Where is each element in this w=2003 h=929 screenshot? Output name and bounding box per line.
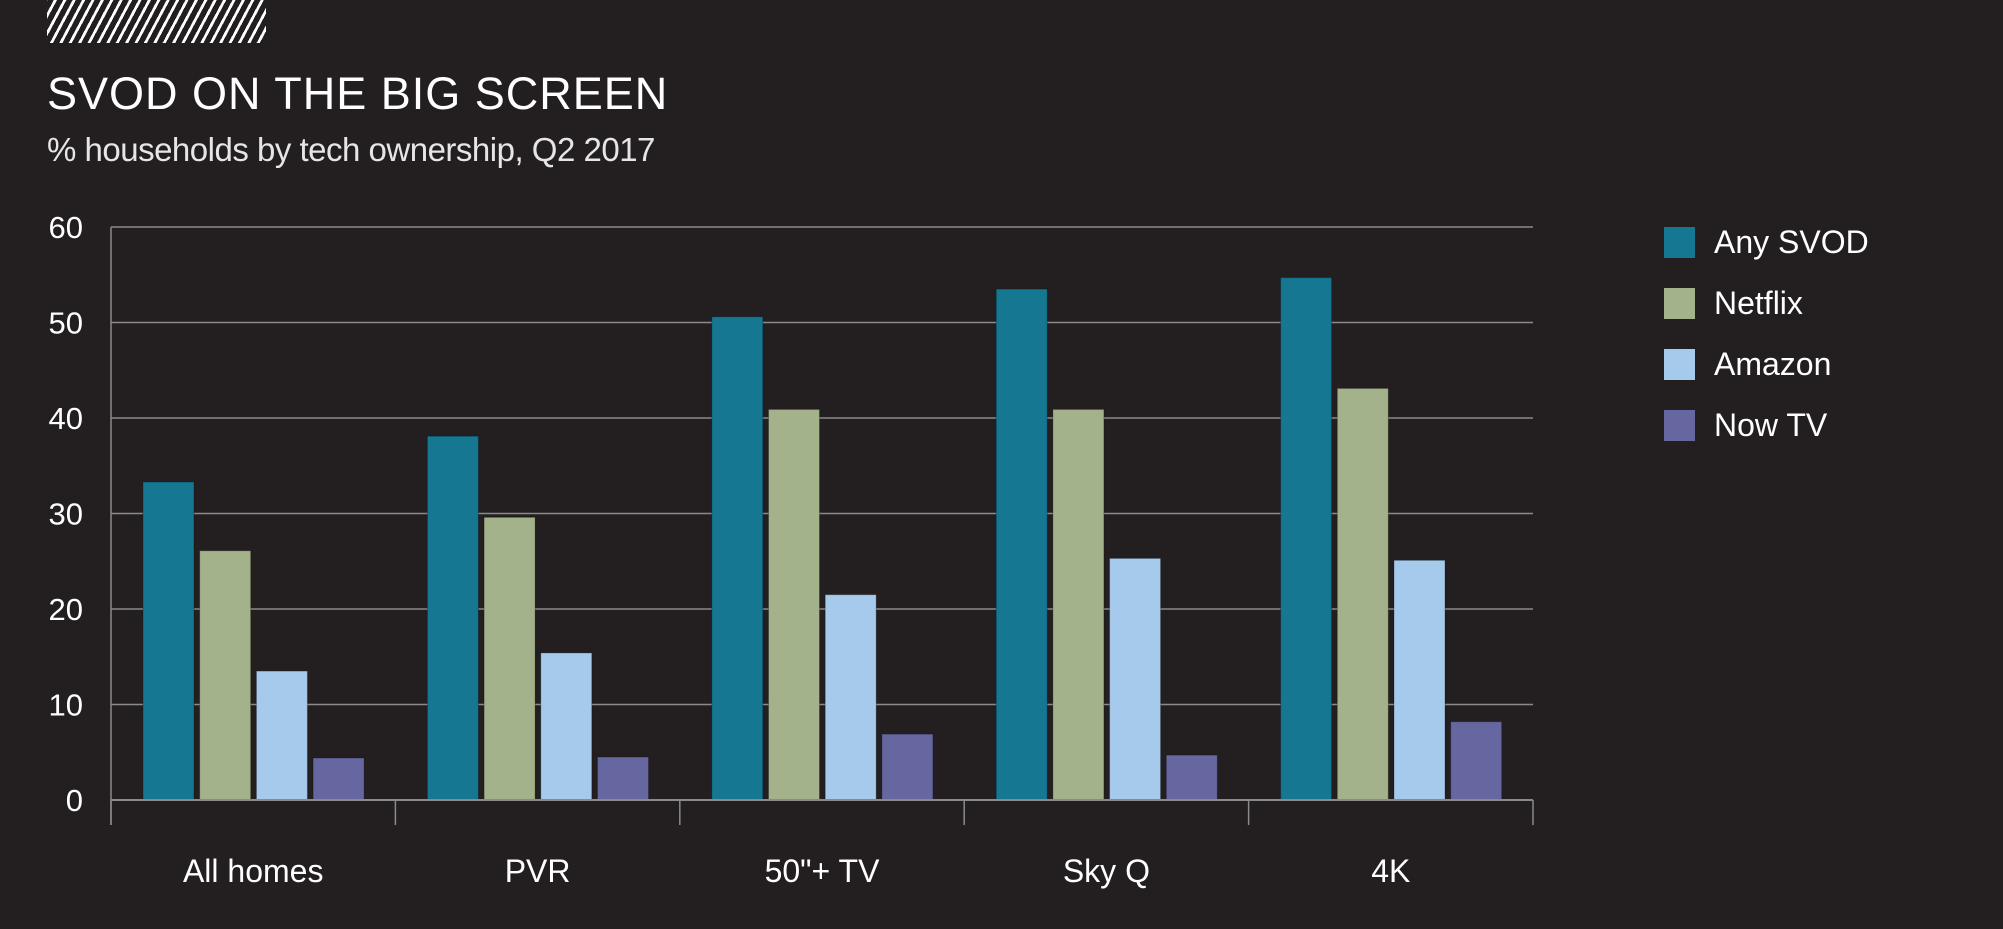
bar-now-tv-1 — [597, 756, 649, 801]
bar-netflix-4 — [1336, 387, 1389, 801]
y-tick-label: 0 — [66, 783, 83, 818]
legend-label: Netflix — [1714, 285, 1803, 321]
y-axis-tick-labels: 0 10 20 30 40 50 60 — [49, 210, 83, 818]
bar-now-tv-3 — [1165, 754, 1218, 801]
x-category-label: All homes — [183, 853, 324, 889]
legend-swatch — [1664, 288, 1695, 319]
bars — [142, 277, 1503, 801]
bar-amazon-2 — [824, 594, 877, 801]
bar-any-svod-1 — [426, 435, 479, 801]
legend-item: Any SVOD — [1664, 212, 1869, 273]
bar-netflix-3 — [1052, 408, 1105, 801]
legend-swatch — [1664, 349, 1695, 380]
chart-subtitle: % households by tech ownership, Q2 2017 — [47, 131, 655, 168]
bar-netflix-1 — [483, 516, 536, 801]
x-axis-category-labels: All homes PVR 50"+ TV Sky Q 4K — [183, 853, 1410, 889]
y-tick-label: 10 — [49, 688, 83, 723]
legend-label: Now TV — [1714, 407, 1828, 443]
x-axis — [110, 799, 1534, 825]
bar-now-tv-4 — [1450, 721, 1503, 801]
hatched-decoration — [47, 0, 266, 43]
legend: Any SVOD Netflix Amazon Now TV — [1664, 212, 1869, 456]
bar-amazon-0 — [255, 670, 308, 801]
chart-title: SVOD ON THE BIG SCREEN — [47, 68, 669, 119]
legend-swatch — [1664, 410, 1695, 441]
x-category-label: Sky Q — [1063, 853, 1150, 889]
bar-any-svod-2 — [711, 316, 764, 801]
bar-netflix-2 — [768, 408, 820, 801]
bar-amazon-1 — [540, 652, 593, 801]
bar-amazon-4 — [1393, 559, 1446, 801]
bar-now-tv-2 — [881, 733, 934, 801]
x-category-label: 50"+ TV — [765, 853, 881, 889]
y-tick-label: 50 — [49, 306, 83, 341]
y-tick-label: 40 — [49, 401, 83, 436]
y-tick-label: 30 — [49, 497, 83, 532]
y-tick-label: 60 — [49, 210, 83, 245]
bar-any-svod-3 — [995, 288, 1048, 801]
bar-any-svod-4 — [1280, 277, 1333, 801]
x-category-label: 4K — [1371, 853, 1410, 889]
bar-amazon-3 — [1109, 557, 1162, 801]
x-category-label: PVR — [505, 853, 571, 889]
bar-any-svod-0 — [142, 481, 195, 801]
legend-item: Amazon — [1664, 334, 1869, 395]
y-tick-label: 20 — [49, 592, 83, 627]
legend-item: Now TV — [1664, 395, 1869, 456]
bar-now-tv-0 — [312, 757, 365, 801]
bar-netflix-0 — [199, 550, 252, 801]
legend-label: Any SVOD — [1714, 224, 1869, 260]
legend-swatch — [1664, 227, 1695, 258]
legend-label: Amazon — [1714, 346, 1832, 382]
legend-item: Netflix — [1664, 273, 1869, 334]
